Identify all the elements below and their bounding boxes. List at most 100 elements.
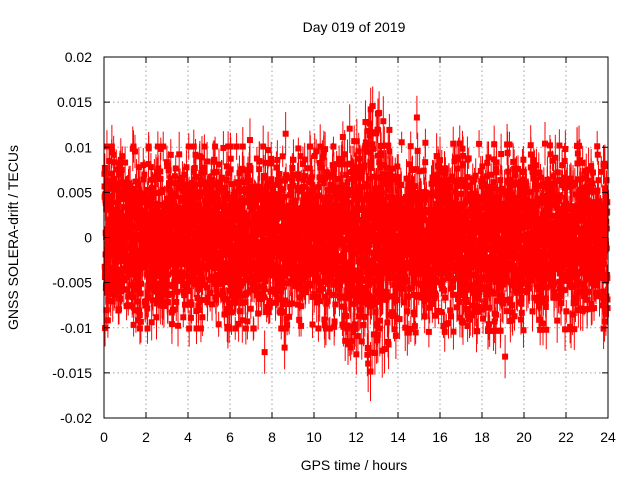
data-point xyxy=(192,281,199,288)
data-point xyxy=(354,333,361,340)
data-point xyxy=(355,148,362,155)
data-point xyxy=(215,161,222,168)
data-point xyxy=(154,169,161,176)
data-point xyxy=(110,206,117,213)
data-point xyxy=(339,182,346,189)
data-point xyxy=(185,229,192,236)
data-point xyxy=(160,248,167,255)
data-point xyxy=(347,265,354,272)
data-point xyxy=(293,280,300,287)
data-point xyxy=(311,290,318,297)
data-point xyxy=(262,159,269,166)
data-point xyxy=(146,278,153,285)
data-point xyxy=(116,160,123,167)
data-point xyxy=(187,314,194,321)
data-point xyxy=(177,237,184,244)
data-point xyxy=(354,239,361,246)
data-point xyxy=(313,148,320,155)
data-point xyxy=(250,325,257,332)
data-point xyxy=(309,293,316,300)
data-point xyxy=(117,248,124,255)
data-point xyxy=(160,288,167,295)
data-point xyxy=(217,179,224,186)
data-point xyxy=(167,175,174,182)
data-point xyxy=(351,321,358,328)
data-point xyxy=(246,162,253,169)
data-point xyxy=(155,189,162,196)
data-point xyxy=(297,303,304,310)
data-point xyxy=(315,325,322,332)
data-point xyxy=(204,294,211,301)
data-point xyxy=(225,242,232,249)
data-point xyxy=(175,185,182,192)
data-point xyxy=(304,248,311,255)
data-point xyxy=(263,264,270,271)
data-point xyxy=(129,270,136,277)
data-point xyxy=(291,202,298,209)
data-point xyxy=(211,280,218,287)
data-point xyxy=(223,296,230,303)
data-point xyxy=(240,186,247,193)
data-point xyxy=(340,303,347,310)
data-point xyxy=(341,151,348,158)
data-point xyxy=(201,179,208,186)
data-point xyxy=(195,307,202,314)
data-point xyxy=(295,171,302,178)
data-point xyxy=(344,325,351,332)
data-point xyxy=(351,277,358,284)
data-point xyxy=(362,254,369,261)
data-point xyxy=(267,244,274,251)
data-point xyxy=(355,206,362,213)
data-point xyxy=(183,164,190,171)
data-point xyxy=(260,290,267,297)
data-point xyxy=(276,170,283,177)
data-point xyxy=(329,266,336,273)
data-point xyxy=(169,230,176,237)
data-point xyxy=(317,164,324,171)
data-point xyxy=(247,305,254,312)
data-point xyxy=(144,270,151,277)
data-point xyxy=(153,280,160,287)
data-point xyxy=(239,317,246,324)
data-point xyxy=(282,325,289,332)
data-point xyxy=(357,174,364,181)
data-point xyxy=(152,200,159,207)
data-point xyxy=(236,293,243,300)
data-point xyxy=(292,197,299,204)
data-point xyxy=(235,320,242,327)
data-point xyxy=(180,314,187,321)
data-point xyxy=(131,148,138,155)
data-point xyxy=(197,325,204,332)
data-point xyxy=(178,277,185,284)
data-point xyxy=(251,281,258,288)
data-point xyxy=(265,147,272,154)
data-point xyxy=(198,154,205,161)
data-point xyxy=(336,232,343,239)
data-point xyxy=(198,275,205,282)
data-point xyxy=(192,173,199,180)
data-point xyxy=(330,259,337,266)
data-point xyxy=(130,287,137,294)
data-point xyxy=(122,159,129,166)
data-point xyxy=(228,181,235,188)
data-point xyxy=(212,256,219,263)
data-point xyxy=(182,252,189,259)
data-point xyxy=(181,171,188,178)
data-point xyxy=(262,278,269,285)
data-point xyxy=(353,293,360,300)
data-point xyxy=(327,261,334,268)
data-point xyxy=(144,289,151,296)
data-point xyxy=(354,200,361,207)
data-point xyxy=(217,278,224,285)
data-point xyxy=(190,248,197,255)
data-point xyxy=(138,280,145,287)
data-point xyxy=(362,143,369,150)
data-point xyxy=(334,206,341,213)
data-point xyxy=(302,285,309,292)
data-point xyxy=(320,278,327,285)
data-point xyxy=(204,158,211,165)
data-point xyxy=(181,288,188,295)
data-point xyxy=(304,165,311,172)
data-point xyxy=(320,234,327,241)
data-point xyxy=(213,286,220,293)
